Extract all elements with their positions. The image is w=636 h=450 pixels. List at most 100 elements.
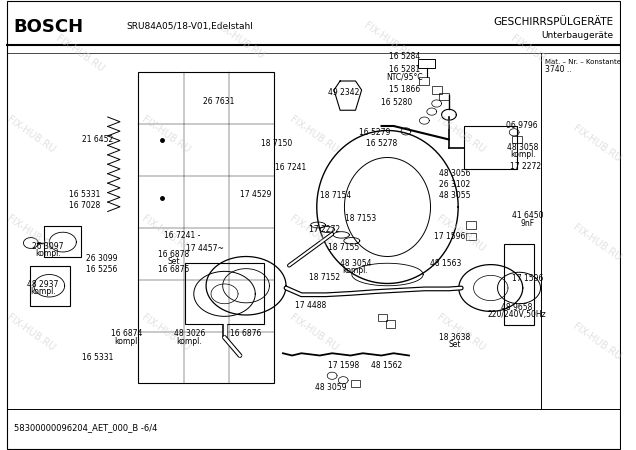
Text: Set: Set: [167, 257, 180, 266]
Text: 48 3056: 48 3056: [439, 169, 471, 178]
Text: 16 6876: 16 6876: [230, 329, 262, 338]
Bar: [439, 93, 449, 100]
Bar: [464, 126, 516, 169]
Text: 48 9658: 48 9658: [501, 303, 532, 312]
Text: kompl.: kompl.: [343, 266, 368, 275]
Text: 18 7154: 18 7154: [319, 191, 351, 200]
Text: 16 5284: 16 5284: [389, 52, 420, 61]
Text: FIX-HUB.RU: FIX-HUB.RU: [54, 34, 106, 74]
Text: 15 1866: 15 1866: [389, 86, 420, 94]
Text: 48 3054: 48 3054: [340, 259, 371, 268]
Bar: [385, 320, 396, 328]
Text: 17 1596: 17 1596: [512, 274, 543, 283]
Text: 48 3059: 48 3059: [315, 382, 347, 392]
Text: 16 7241 -: 16 7241 -: [164, 231, 200, 240]
Text: FIX-HUB.RU: FIX-HUB.RU: [287, 214, 340, 254]
Text: Set: Set: [449, 340, 461, 349]
Text: FIX-HUB.RU: FIX-HUB.RU: [140, 214, 192, 254]
Bar: [350, 380, 361, 387]
Text: kompl.: kompl.: [31, 287, 56, 296]
Text: 16 7241: 16 7241: [275, 163, 306, 172]
Text: 48 1562: 48 1562: [371, 361, 402, 370]
Text: 16 6875: 16 6875: [158, 266, 189, 274]
Text: 18 3638: 18 3638: [439, 333, 471, 342]
Text: 48 1563: 48 1563: [429, 259, 461, 268]
Text: FIX-HUB.RU: FIX-HUB.RU: [5, 115, 57, 155]
Text: 17 2272: 17 2272: [510, 162, 541, 171]
Text: 26 3099: 26 3099: [86, 254, 117, 263]
Text: 16 5281: 16 5281: [389, 65, 420, 74]
Text: NTC/95°C: NTC/95°C: [387, 73, 423, 82]
Bar: [512, 136, 522, 143]
Text: 3740 ..: 3740 ..: [545, 65, 572, 74]
Bar: [378, 314, 387, 321]
Text: 17 4529: 17 4529: [240, 190, 271, 199]
Bar: [504, 244, 534, 325]
Bar: [419, 77, 429, 85]
Text: 18 7153: 18 7153: [345, 214, 377, 223]
Text: FIX-HUB.RU: FIX-HUB.RU: [5, 214, 57, 254]
Text: GESCHIRRSPÜLGERÄTE: GESCHIRRSPÜLGERÄTE: [494, 17, 614, 27]
Text: 48 2937: 48 2937: [27, 280, 59, 289]
Text: FIX-HUB.RU: FIX-HUB.RU: [287, 313, 340, 353]
Text: 16 5331: 16 5331: [69, 190, 100, 199]
Text: 16 5256: 16 5256: [86, 266, 117, 274]
Text: FIX-HUB.RU: FIX-HUB.RU: [570, 223, 623, 263]
Text: 16 5331: 16 5331: [81, 353, 113, 362]
Text: 16 7028: 16 7028: [69, 201, 100, 210]
Text: 17 1598: 17 1598: [328, 361, 359, 370]
Text: 48 3058: 48 3058: [507, 143, 539, 152]
Text: 18 7152: 18 7152: [309, 273, 340, 282]
Text: 220/240V,50Hz: 220/240V,50Hz: [487, 310, 546, 320]
Text: 49 2342: 49 2342: [328, 88, 359, 97]
Text: kompl.: kompl.: [177, 337, 202, 346]
Text: 16 5280: 16 5280: [381, 98, 412, 107]
Bar: [418, 59, 436, 68]
Text: 17 1596: 17 1596: [434, 232, 466, 241]
Text: 17 4457~: 17 4457~: [186, 244, 224, 253]
Text: 18 7155: 18 7155: [328, 243, 359, 252]
Text: 06 9796: 06 9796: [506, 122, 537, 130]
Bar: [466, 233, 476, 240]
Text: FIX-HUB.RU: FIX-HUB.RU: [214, 20, 266, 61]
Text: BOSCH: BOSCH: [13, 18, 84, 36]
Text: FIX-HUB.RU: FIX-HUB.RU: [140, 313, 192, 353]
Text: 26 7631: 26 7631: [203, 97, 234, 106]
Text: 16 6874: 16 6874: [111, 329, 142, 338]
Text: kompl.: kompl.: [510, 150, 536, 159]
Bar: [184, 263, 265, 324]
Text: FIX-HUB.RU: FIX-HUB.RU: [287, 115, 340, 155]
Text: FIX-HUB.RU: FIX-HUB.RU: [435, 214, 487, 254]
Bar: [466, 221, 476, 229]
Text: 48 3026: 48 3026: [174, 329, 205, 338]
Text: Mat. – Nr. – Konstante: Mat. – Nr. – Konstante: [545, 59, 621, 65]
Text: 58300000096204_AET_000_B -6/4: 58300000096204_AET_000_B -6/4: [13, 423, 157, 432]
Text: FIX-HUB.RU: FIX-HUB.RU: [361, 20, 413, 61]
Text: Unterbaugeräte: Unterbaugeräte: [542, 32, 614, 40]
Text: 26 3102: 26 3102: [439, 180, 471, 189]
Text: FIX-HUB.RU: FIX-HUB.RU: [5, 313, 57, 353]
Text: FIX-HUB.RU: FIX-HUB.RU: [140, 115, 192, 155]
Text: 17 2272: 17 2272: [309, 225, 340, 234]
Text: 16 5278: 16 5278: [366, 139, 397, 148]
Bar: [30, 266, 69, 306]
Text: SRU84A05/18-V01,Edelstahl: SRU84A05/18-V01,Edelstahl: [126, 22, 253, 32]
Text: FIX-HUB.RU: FIX-HUB.RU: [509, 34, 561, 74]
Text: 9nF: 9nF: [521, 219, 535, 228]
Text: FIX-HUB.RU: FIX-HUB.RU: [435, 313, 487, 353]
Text: 26 3097: 26 3097: [32, 242, 64, 251]
Text: 41 6450: 41 6450: [512, 212, 543, 220]
Text: 16 5279: 16 5279: [359, 128, 391, 137]
Text: 48 3055: 48 3055: [439, 191, 471, 200]
Bar: [432, 86, 441, 94]
Text: 16 6878: 16 6878: [158, 250, 189, 259]
Text: FIX-HUB.RU: FIX-HUB.RU: [570, 322, 623, 362]
Text: FIX-HUB.RU: FIX-HUB.RU: [435, 115, 487, 155]
Text: kompl.: kompl.: [35, 249, 61, 258]
Text: 21 6452: 21 6452: [81, 135, 113, 144]
Text: kompl.: kompl.: [114, 337, 140, 346]
Text: FIX-HUB.RU: FIX-HUB.RU: [570, 124, 623, 164]
Bar: [45, 226, 81, 257]
Text: 18 7150: 18 7150: [261, 140, 293, 148]
Text: 17 4488: 17 4488: [295, 301, 326, 310]
